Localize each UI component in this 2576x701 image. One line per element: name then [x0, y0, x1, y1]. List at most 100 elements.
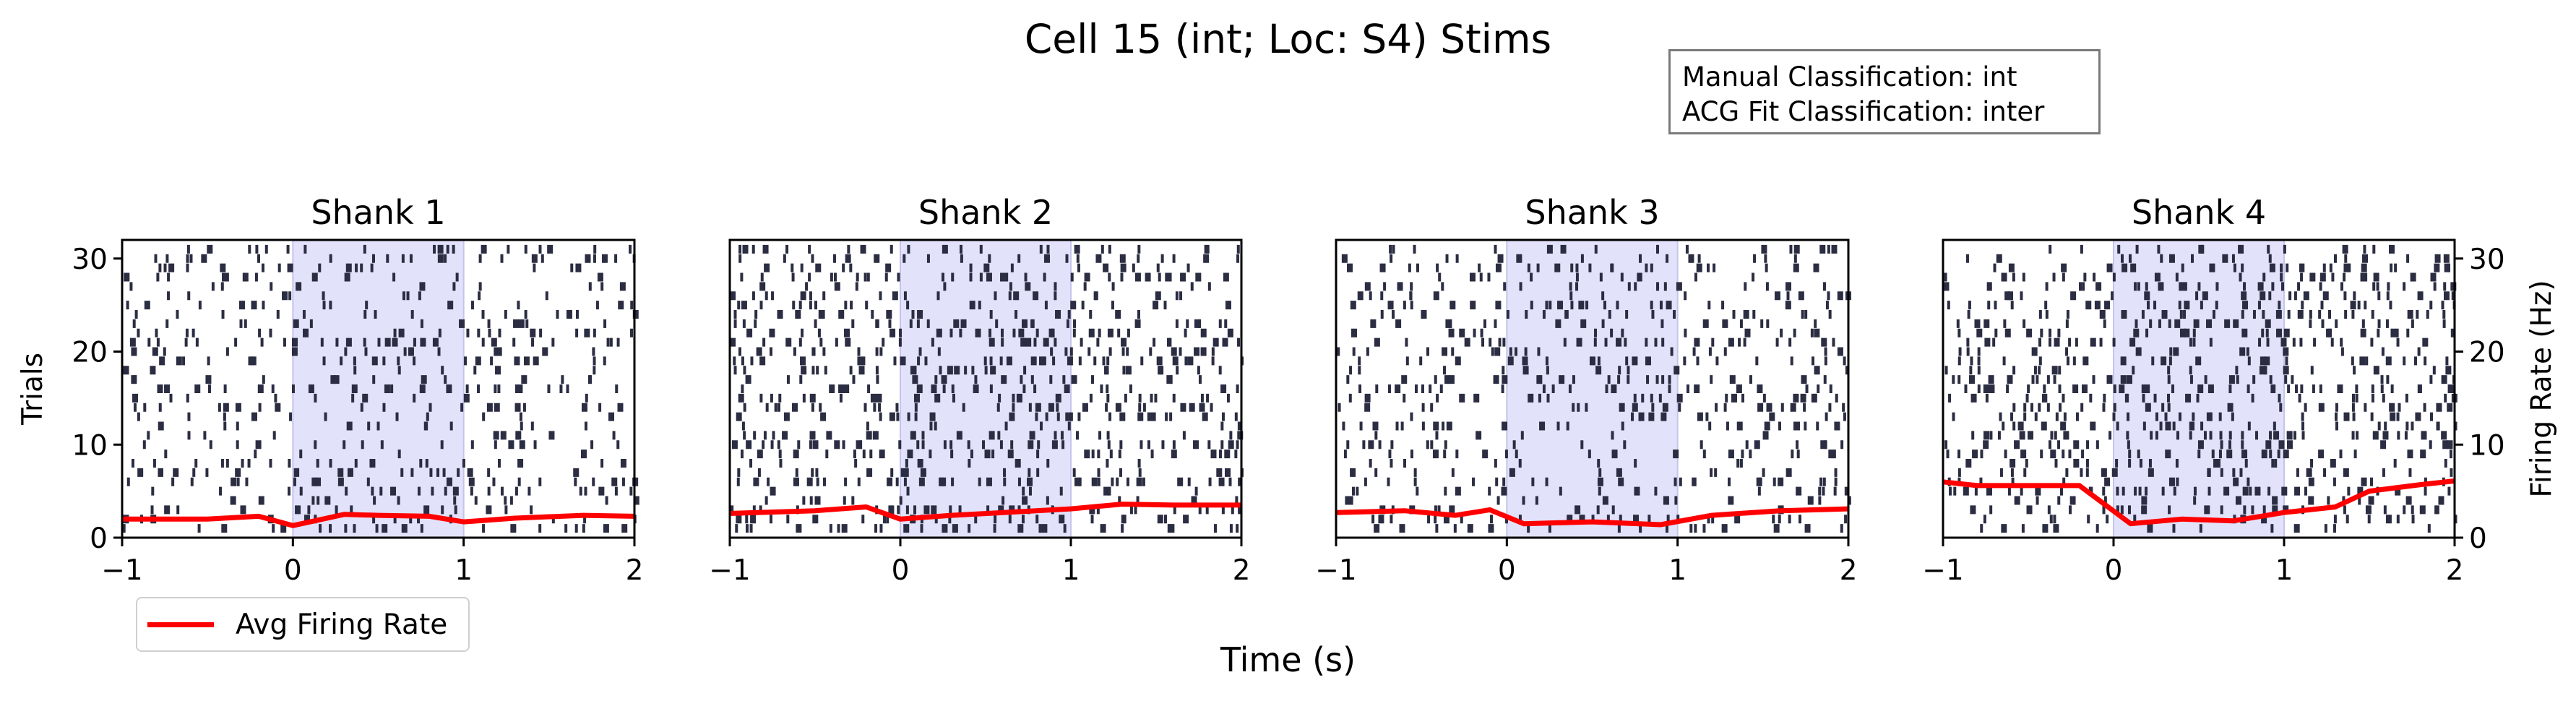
- spike-tick: [2095, 524, 2099, 533]
- spike-tick: [1752, 272, 1755, 282]
- spike-tick: [1597, 477, 1603, 486]
- spike-tick: [2058, 384, 2062, 393]
- spike-tick: [2343, 272, 2346, 282]
- spike-tick: [1692, 477, 1695, 486]
- spike-tick: [1820, 440, 1827, 450]
- spike-tick: [2450, 282, 2457, 291]
- spike-tick: [1810, 328, 1814, 337]
- spike-tick: [1364, 477, 1367, 486]
- spike-tick: [931, 337, 934, 347]
- spike-tick: [441, 505, 444, 515]
- spike-tick: [2191, 254, 2194, 263]
- spike-tick: [1108, 412, 1112, 421]
- spike-tick: [832, 254, 836, 263]
- spike-tick: [871, 310, 874, 319]
- spike-tick: [420, 319, 423, 328]
- spike-tick: [879, 412, 882, 421]
- spike-tick: [2360, 272, 2366, 282]
- spike-tick: [1372, 421, 1379, 431]
- spike-tick: [173, 468, 179, 477]
- spike-tick: [856, 272, 859, 282]
- spike-tick: [1974, 319, 1981, 328]
- spike-tick: [497, 459, 501, 468]
- spike-tick: [1021, 515, 1025, 524]
- spike-tick: [2449, 450, 2452, 459]
- spike-tick: [1003, 477, 1007, 486]
- spike-tick: [1234, 412, 1238, 421]
- spike-tick: [986, 477, 992, 486]
- spike-tick: [2012, 403, 2016, 412]
- spike-tick: [937, 347, 941, 356]
- spike-tick: [255, 440, 262, 450]
- spike-tick: [971, 366, 975, 375]
- spike-tick: [370, 263, 374, 272]
- spike-tick: [1237, 421, 1241, 431]
- spike-tick: [1126, 477, 1129, 486]
- spike-tick: [2126, 431, 2129, 440]
- spike-tick: [1501, 486, 1507, 496]
- spike-tick: [838, 384, 845, 393]
- spike-tick: [1443, 515, 1449, 524]
- spike-tick: [1837, 291, 1843, 301]
- spike-tick: [2372, 431, 2379, 440]
- spike-tick: [2242, 486, 2249, 496]
- spike-tick: [2139, 459, 2142, 468]
- spike-tick: [1439, 384, 1443, 393]
- spike-tick: [1084, 272, 1090, 282]
- spike-tick: [1997, 431, 2001, 440]
- spike-tick: [299, 450, 303, 459]
- spike-tick: [2215, 301, 2218, 310]
- spike-tick: [1559, 375, 1565, 384]
- spike-tick: [429, 468, 433, 477]
- spike-tick: [1358, 356, 1361, 366]
- spike-tick: [1237, 337, 1241, 347]
- spike-tick: [474, 496, 478, 505]
- spike-tick: [2429, 440, 2432, 450]
- spike-tick: [1020, 375, 1023, 384]
- spike-tick: [2380, 375, 2384, 384]
- spike-tick: [2262, 272, 2266, 282]
- spike-tick: [452, 244, 455, 254]
- spike-tick: [2168, 505, 2171, 515]
- spike-tick: [1604, 337, 1608, 347]
- spike-tick: [2148, 459, 2152, 468]
- spike-tick: [264, 244, 268, 254]
- spike-tick: [2304, 486, 2307, 496]
- spike-tick: [242, 272, 249, 282]
- spike-tick: [999, 356, 1003, 366]
- spike-tick: [2393, 459, 2397, 468]
- spike-tick: [2027, 384, 2030, 393]
- spike-tick: [1387, 384, 1391, 393]
- spike-tick: [2218, 412, 2222, 421]
- spike-tick: [2310, 459, 2314, 468]
- spike-tick: [2104, 477, 2111, 486]
- spike-tick: [2441, 431, 2447, 440]
- spike-tick: [1238, 477, 1241, 486]
- spike-tick: [2080, 403, 2084, 412]
- spike-tick: [1559, 486, 1562, 496]
- spike-tick: [1050, 328, 1054, 337]
- spike-tick: [998, 505, 1004, 515]
- spike-tick: [2168, 319, 2171, 328]
- spike-tick: [2343, 505, 2346, 515]
- spike-tick: [743, 431, 746, 440]
- figure-title: Cell 15 (int; Loc: S4) Stims: [1024, 16, 1552, 62]
- spike-tick: [316, 459, 319, 468]
- spike-tick: [2209, 337, 2213, 347]
- spike-tick: [618, 301, 624, 310]
- spike-tick: [759, 393, 763, 403]
- spike-tick: [903, 477, 907, 486]
- spike-tick: [1390, 440, 1394, 450]
- spike-tick: [1744, 328, 1751, 337]
- spike-tick: [470, 301, 474, 310]
- spike-tick: [983, 263, 990, 272]
- spike-tick: [996, 403, 1000, 412]
- spike-tick: [2283, 244, 2286, 254]
- spike-tick: [1090, 375, 1094, 384]
- spike-tick: [1033, 384, 1037, 393]
- spike-tick: [2228, 431, 2232, 440]
- spike-tick: [494, 384, 497, 393]
- spike-tick: [1421, 384, 1424, 393]
- spike-tick: [2371, 384, 2374, 393]
- spike-tick: [1358, 384, 1362, 393]
